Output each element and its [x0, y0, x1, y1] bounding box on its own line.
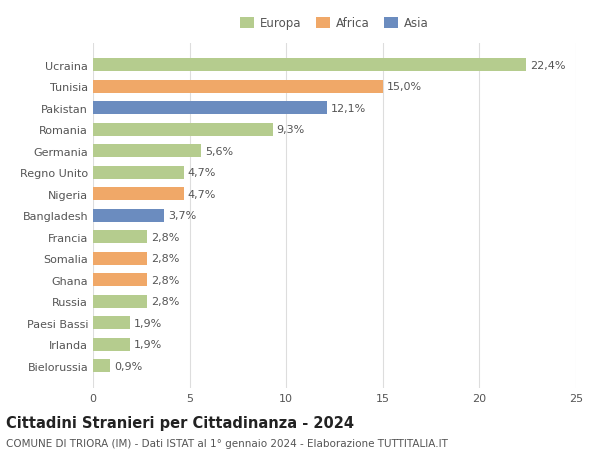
- Bar: [93, 231, 147, 244]
- Text: 12,1%: 12,1%: [331, 104, 366, 113]
- Text: 4,7%: 4,7%: [188, 168, 216, 178]
- Text: 2,8%: 2,8%: [151, 232, 179, 242]
- Text: 2,8%: 2,8%: [151, 254, 179, 263]
- Bar: [93, 102, 327, 115]
- Bar: [93, 145, 201, 158]
- Bar: [93, 274, 147, 286]
- Bar: [93, 167, 184, 179]
- Legend: Europa, Africa, Asia: Europa, Africa, Asia: [238, 15, 431, 33]
- Text: 5,6%: 5,6%: [205, 146, 233, 157]
- Bar: [93, 252, 147, 265]
- Text: 0,9%: 0,9%: [114, 361, 143, 371]
- Text: 4,7%: 4,7%: [188, 189, 216, 199]
- Bar: [93, 123, 272, 136]
- Text: 15,0%: 15,0%: [386, 82, 422, 92]
- Text: 2,8%: 2,8%: [151, 297, 179, 307]
- Bar: [93, 316, 130, 330]
- Text: 1,9%: 1,9%: [134, 339, 162, 349]
- Bar: [93, 59, 526, 72]
- Text: Cittadini Stranieri per Cittadinanza - 2024: Cittadini Stranieri per Cittadinanza - 2…: [6, 415, 354, 431]
- Text: 22,4%: 22,4%: [530, 61, 565, 71]
- Bar: [93, 295, 147, 308]
- Text: COMUNE DI TRIORA (IM) - Dati ISTAT al 1° gennaio 2024 - Elaborazione TUTTITALIA.: COMUNE DI TRIORA (IM) - Dati ISTAT al 1°…: [6, 438, 448, 448]
- Bar: [93, 209, 164, 222]
- Text: 9,3%: 9,3%: [277, 125, 305, 135]
- Bar: [93, 338, 130, 351]
- Text: 3,7%: 3,7%: [169, 211, 197, 221]
- Bar: [93, 359, 110, 372]
- Bar: [93, 81, 383, 94]
- Text: 1,9%: 1,9%: [134, 318, 162, 328]
- Text: 2,8%: 2,8%: [151, 275, 179, 285]
- Bar: [93, 188, 184, 201]
